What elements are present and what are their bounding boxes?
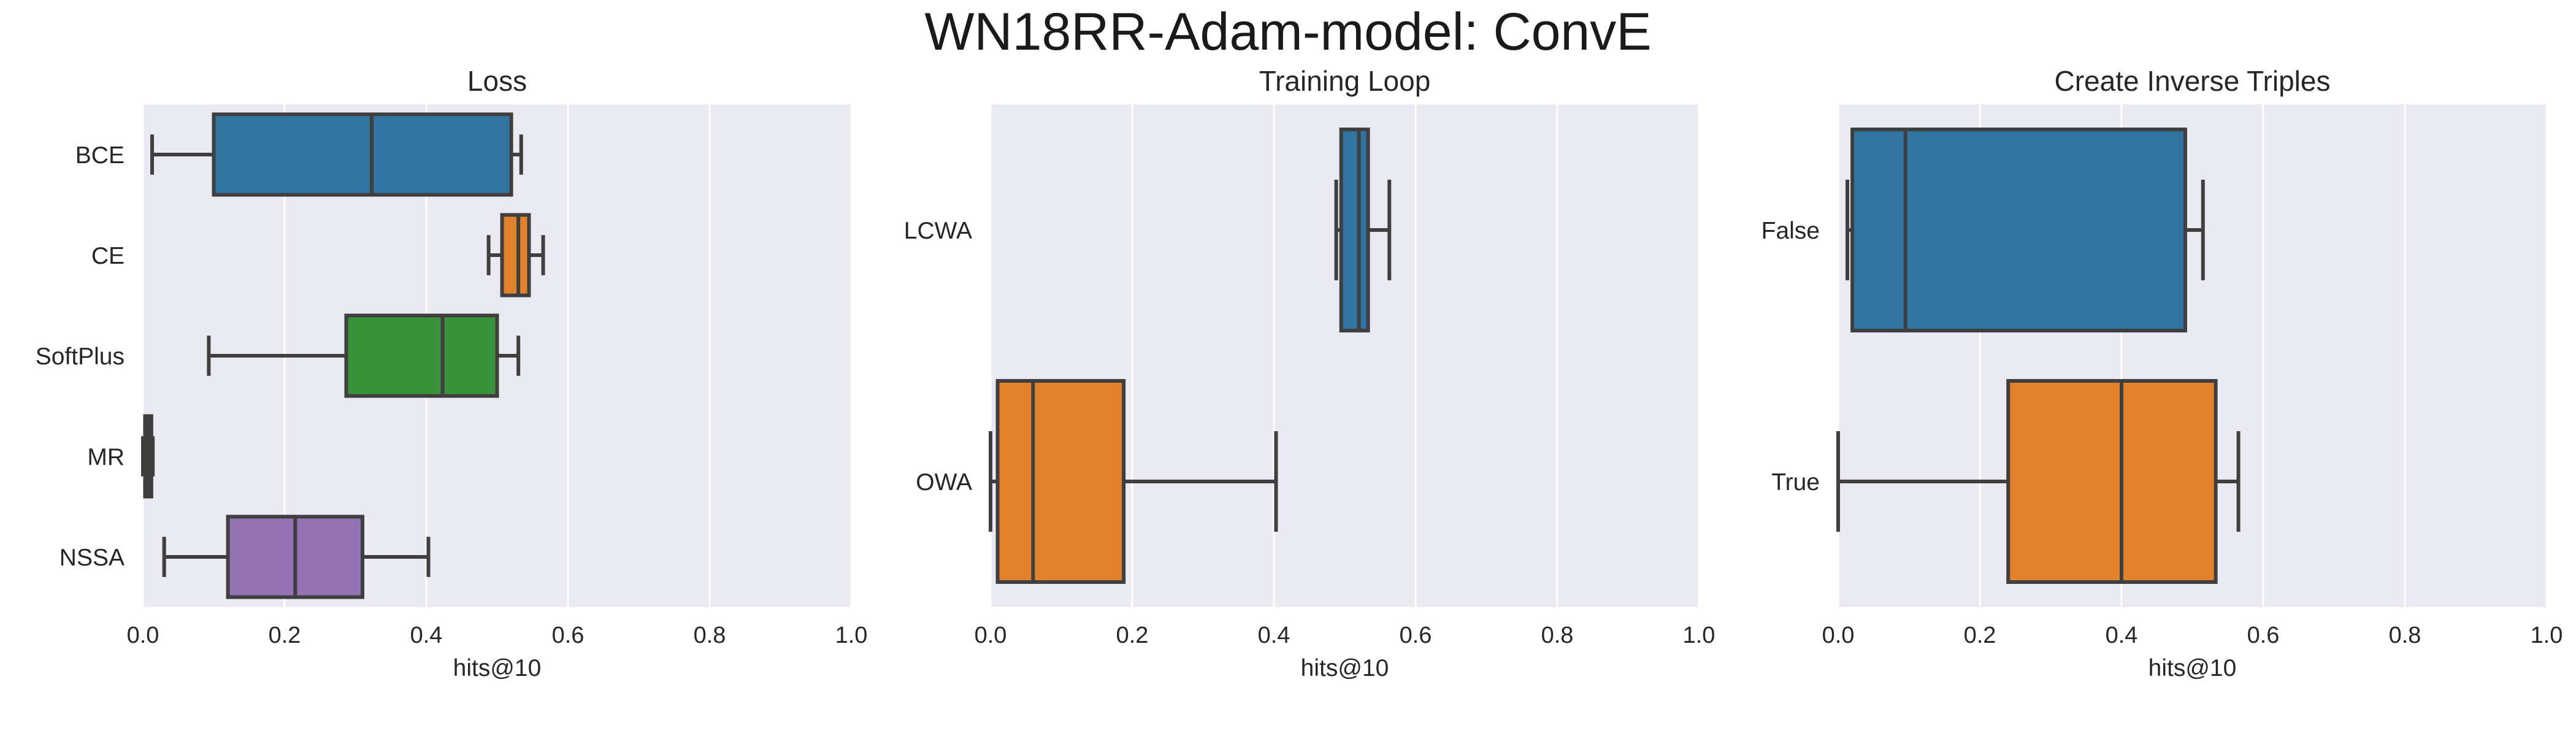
y-tick-label: NSSA	[59, 545, 125, 571]
box-iqr	[1339, 128, 1370, 332]
box-softplus	[207, 313, 521, 398]
box-iqr	[212, 112, 513, 197]
x-tick-label: 0.2	[1116, 623, 1149, 648]
y-tick-label: False	[1761, 218, 1820, 244]
x-tick-label: 0.8	[1541, 623, 1574, 648]
y-tick-label: BCE	[75, 142, 125, 169]
box-iqr	[995, 379, 1126, 584]
box-owa	[989, 379, 1278, 584]
x-tick-label: 0.2	[269, 623, 301, 648]
y-tick-label: MR	[87, 444, 125, 470]
x-axis-label: hits@10	[453, 655, 542, 681]
subplot-2: 0.0 0.2 0.4 0.6 0.8 1.0 Training Loop hits@10 LC…	[904, 65, 1715, 681]
box-ce	[486, 213, 545, 297]
box-lcwa	[1334, 128, 1392, 332]
x-tick-label: 0.8	[2389, 623, 2421, 648]
x-tick-label: 0.4	[410, 623, 443, 648]
x-tick-label: 0.0	[975, 623, 1007, 648]
y-tick-label: OWA	[916, 469, 972, 496]
x-tick-label: 1.0	[2531, 623, 2563, 648]
subplot-title: Create Inverse Triples	[2055, 65, 2331, 97]
x-tick-label: 1.0	[835, 623, 868, 648]
y-tick-label: SoftPlus	[36, 343, 125, 370]
box-iqr	[1850, 128, 2187, 332]
box-iqr	[344, 313, 499, 398]
box-iqr	[500, 213, 531, 297]
y-tick-label: True	[1771, 469, 1820, 496]
x-tick-label: 0.6	[1400, 623, 1432, 648]
x-tick-label: 0.6	[552, 623, 585, 648]
box-iqr	[2006, 379, 2218, 584]
y-tick-label: CE	[91, 243, 125, 269]
x-tick-label: 0.8	[694, 623, 726, 648]
box-mr	[141, 414, 155, 499]
box-false	[1846, 128, 2205, 332]
x-tick-label: 0.2	[1964, 623, 1996, 648]
x-tick-label: 0.0	[127, 623, 159, 648]
x-tick-label: 0.0	[1822, 623, 1855, 648]
subplot-title: Training Loop	[1259, 65, 1431, 97]
subplot-1: 0.0 0.2 0.4 0.6 0.8 1.0 Loss hits@10 BCE CE SoftPl…	[36, 65, 868, 681]
figure-title: WN18RR-Adam-model: ConvE	[924, 2, 1652, 61]
subplot-3: 0.0 0.2 0.4 0.6 0.8 1.0 Create Inverse Triples…	[1761, 65, 2563, 681]
subplot-title: Loss	[467, 65, 527, 97]
x-tick-label: 0.6	[2247, 623, 2280, 648]
x-axis-label: hits@10	[1301, 655, 1389, 681]
x-tick-label: 0.4	[2106, 623, 2138, 648]
box-bce	[150, 112, 523, 197]
y-tick-label: LCWA	[904, 218, 972, 244]
x-tick-label: 0.4	[1258, 623, 1290, 648]
box-true	[1836, 379, 2241, 584]
x-axis-label: hits@10	[2149, 655, 2237, 681]
box-nssa	[162, 515, 431, 599]
x-tick-label: 1.0	[1683, 623, 1715, 648]
